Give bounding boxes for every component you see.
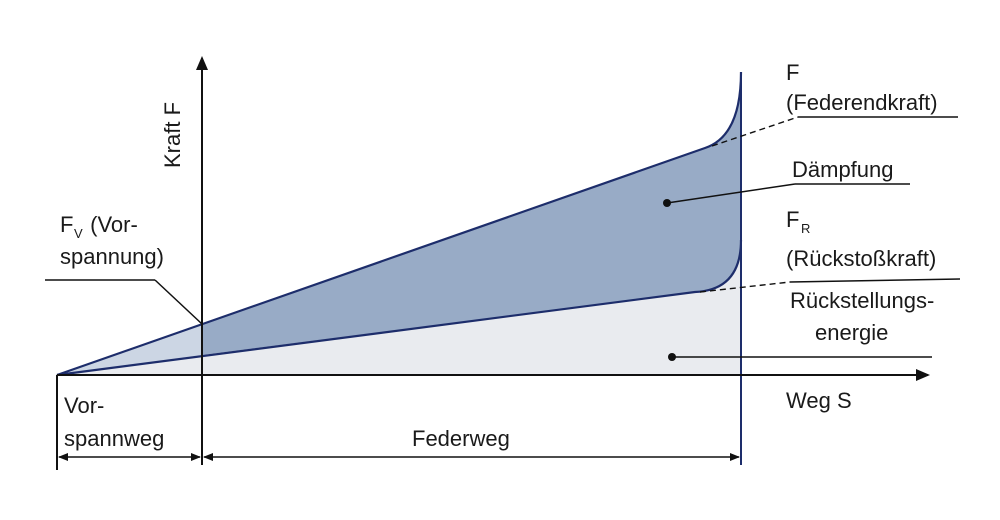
daempfung-dot xyxy=(663,199,671,207)
federendkraft-label: (Federendkraft) xyxy=(786,90,938,115)
damping-area xyxy=(202,72,741,355)
federendkraft-symbol: F xyxy=(786,60,799,85)
leader-vorspannung xyxy=(154,279,203,325)
rueckstosskraft-label: (Rückstoßkraft) xyxy=(786,246,936,271)
rueckstellungsenergie-line1: Rückstellungs- xyxy=(790,288,934,313)
vorspannung-label-line2: spannung) xyxy=(60,244,164,269)
rueckstosskraft-subscript: R xyxy=(801,221,810,236)
return-energy-area xyxy=(57,240,741,375)
vorspannung-label-line1: (Vor- xyxy=(84,212,138,237)
vorspannweg-label-line2: spannweg xyxy=(64,426,164,451)
rueckstellungsenergie-line2: energie xyxy=(815,320,888,345)
leader-federendkraft-dashed xyxy=(711,116,799,147)
rueckstosskraft-symbol: F xyxy=(786,207,799,232)
vorspannung-subscript: V xyxy=(74,226,83,241)
vorspannweg-label-line1: Vor- xyxy=(64,393,104,418)
y-axis-label: Kraft F xyxy=(160,102,185,168)
vorspannung-symbol: F xyxy=(60,212,73,237)
daempfung-label: Dämpfung xyxy=(792,157,894,182)
leader-rueckstosskraft xyxy=(789,278,961,283)
federweg-label: Federweg xyxy=(412,426,510,451)
x-axis-label: Weg S xyxy=(786,388,852,413)
leader-daempfung xyxy=(666,183,796,204)
leader-rueckstosskraft-dashed xyxy=(699,281,791,293)
